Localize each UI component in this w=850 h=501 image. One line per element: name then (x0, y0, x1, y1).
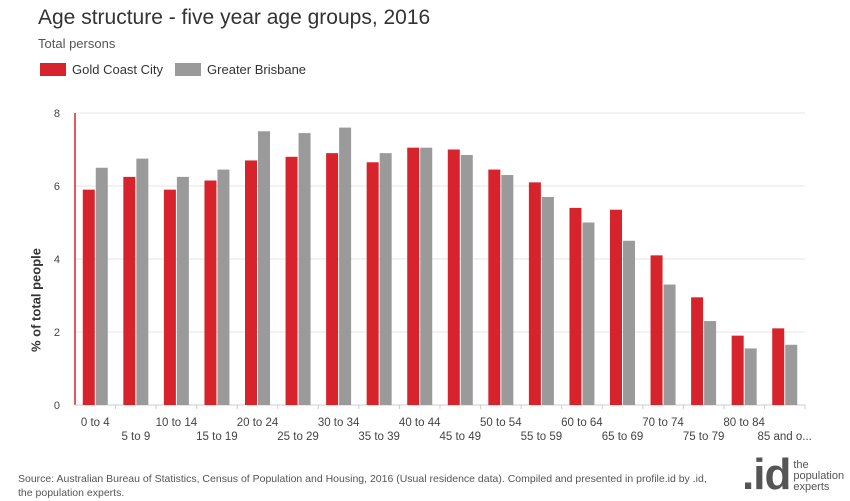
x-tick-label-16: 80 to 84 (723, 417, 765, 429)
bar-greater-brisbane-12 (582, 222, 595, 405)
bar-gold-coast-6 (326, 153, 339, 405)
y-tick-label-8: 8 (54, 108, 60, 120)
bar-greater-brisbane-13 (623, 240, 635, 405)
bar-greater-brisbane-5 (298, 133, 311, 405)
bar-gold-coast-14 (650, 255, 663, 405)
x-tick-label-0: 0 to 4 (81, 417, 110, 429)
y-tick-label-6: 6 (54, 181, 60, 193)
legend-item-gold-coast[interactable]: Gold Coast City (40, 62, 163, 77)
y-tick-label-2: 2 (54, 327, 60, 339)
bar-greater-brisbane-7 (379, 153, 392, 405)
bar-gold-coast-13 (610, 209, 622, 405)
source-note: Source: Australian Bureau of Statistics,… (18, 473, 707, 499)
x-tick-label-1: 5 to 9 (121, 431, 150, 443)
bar-greater-brisbane-8 (420, 147, 433, 406)
bar-gold-coast-15 (691, 297, 704, 405)
bar-greater-brisbane-10 (501, 175, 514, 405)
bar-gold-coast-10 (488, 169, 501, 405)
y-tick-label-0: 0 (54, 400, 60, 412)
x-tick-label-3: 15 to 19 (196, 431, 238, 443)
x-tick-label-5: 25 to 29 (277, 431, 319, 443)
legend-swatch-greater-brisbane (175, 63, 202, 76)
x-tick-label-7: 35 to 39 (358, 431, 400, 443)
x-tick-label-15: 75 to 79 (683, 431, 725, 443)
x-tick-label-9: 45 to 49 (439, 431, 481, 443)
bar-greater-brisbane-17 (785, 344, 798, 405)
y-tick-label-4: 4 (54, 254, 60, 266)
chart-legend: Gold Coast City Greater Brisbane (40, 62, 318, 77)
bar-greater-brisbane-0 (95, 167, 108, 405)
chart-title: Age structure - five year age groups, 20… (38, 6, 431, 29)
id-logo: .id the population experts (742, 450, 850, 499)
x-tick-label-14: 70 to 74 (642, 417, 684, 429)
bar-greater-brisbane-6 (339, 127, 352, 405)
bar-gold-coast-17 (772, 328, 785, 405)
bar-gold-coast-2 (163, 189, 176, 405)
legend-label-greater-brisbane: Greater Brisbane (207, 62, 307, 77)
bar-greater-brisbane-2 (176, 176, 189, 405)
bar-gold-coast-1 (123, 176, 136, 405)
x-tick-label-2: 10 to 14 (156, 417, 198, 429)
bar-greater-brisbane-14 (663, 284, 676, 405)
bar-greater-brisbane-1 (136, 158, 149, 405)
bar-greater-brisbane-9 (460, 154, 473, 405)
x-tick-label-12: 60 to 64 (561, 417, 603, 429)
bar-gold-coast-0 (82, 189, 95, 405)
bar-greater-brisbane-11 (541, 196, 554, 405)
x-tick-label-13: 65 to 69 (602, 431, 644, 443)
bar-gold-coast-12 (569, 207, 582, 405)
x-tick-label-4: 20 to 24 (237, 417, 279, 429)
logo-mark: .id (742, 450, 791, 499)
bar-gold-coast-16 (731, 335, 744, 405)
x-tick-label-8: 40 to 44 (399, 417, 441, 429)
legend-item-greater-brisbane[interactable]: Greater Brisbane (175, 62, 306, 77)
bar-gold-coast-4 (245, 160, 257, 405)
legend-swatch-gold-coast (40, 63, 66, 76)
x-tick-label-11: 55 to 59 (521, 431, 563, 443)
x-tick-label-10: 50 to 54 (480, 417, 522, 429)
bar-gold-coast-3 (204, 180, 217, 405)
bar-gold-coast-9 (447, 149, 460, 405)
bar-gold-coast-5 (285, 156, 298, 405)
bar-greater-brisbane-16 (744, 348, 757, 405)
bar-gold-coast-7 (366, 162, 379, 405)
bar-greater-brisbane-3 (217, 169, 230, 405)
logo-tagline: the population experts (793, 459, 845, 493)
bar-greater-brisbane-4 (258, 131, 270, 405)
bar-greater-brisbane-15 (704, 321, 717, 405)
chart-subtitle: Total persons (38, 36, 116, 51)
bar-gold-coast-11 (528, 182, 541, 405)
legend-label-gold-coast: Gold Coast City (72, 62, 164, 77)
x-tick-label-6: 30 to 34 (318, 417, 360, 429)
bar-gold-coast-8 (407, 147, 420, 406)
x-tick-label-17: 85 and o... (758, 431, 812, 443)
